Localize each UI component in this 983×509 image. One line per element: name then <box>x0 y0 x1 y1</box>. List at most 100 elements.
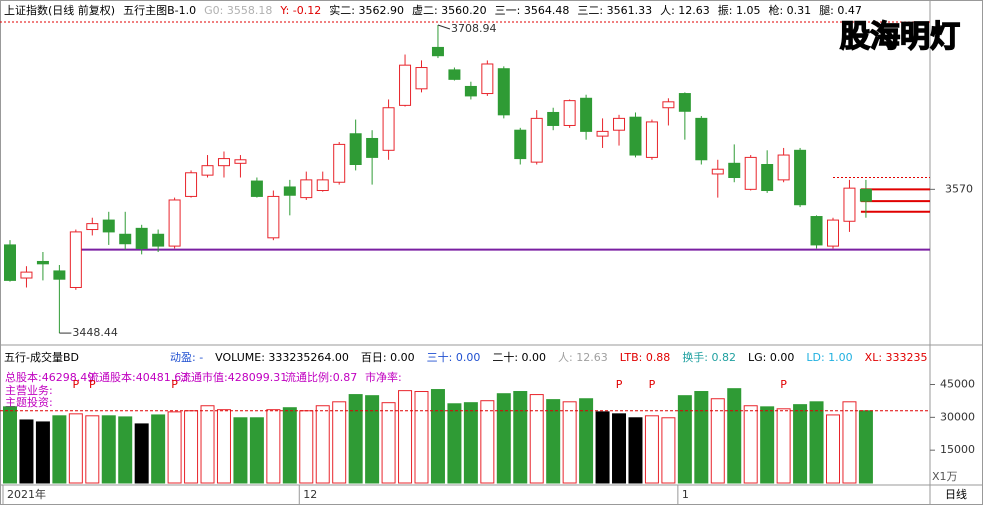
p-marker: P <box>89 378 96 391</box>
candle-body <box>366 137 379 158</box>
candle-body <box>794 149 807 206</box>
volume-bar <box>85 415 100 484</box>
volume-bar <box>776 408 791 484</box>
candle-body <box>415 67 428 90</box>
volume-bar <box>216 409 231 484</box>
candle-body <box>382 107 395 151</box>
volume-bar <box>233 417 248 484</box>
candle-body <box>53 270 66 280</box>
info-text: 流通市值:428099.31 <box>180 370 287 384</box>
volume-bar <box>546 399 561 484</box>
candle-body <box>20 271 33 279</box>
candle-body <box>234 159 247 164</box>
volume-bar <box>414 391 429 484</box>
candle-body <box>152 233 165 247</box>
candle-body <box>69 231 82 288</box>
volume-bar <box>727 388 742 484</box>
volume-bar <box>249 417 264 484</box>
candle-body <box>86 223 99 231</box>
candle-body <box>580 97 593 132</box>
candle-body <box>563 100 576 126</box>
candle-body <box>711 168 724 175</box>
header-item: 三一: 3564.48 <box>495 4 570 17</box>
candle-body <box>333 143 346 183</box>
candle-body <box>695 117 708 161</box>
info-text: 市净率: <box>365 370 402 384</box>
candle-body <box>777 154 790 181</box>
candle-body <box>810 216 823 246</box>
candle-body <box>728 162 741 179</box>
volume-bar <box>151 414 166 484</box>
candle-body <box>102 219 115 233</box>
candle-body <box>168 199 181 247</box>
header-item: 人: 12.63 <box>660 4 710 17</box>
candle-body <box>250 180 263 197</box>
p-marker: P <box>649 378 656 391</box>
high-arrow <box>437 24 451 30</box>
info-text: 主题投资: <box>5 395 53 409</box>
panel-title: 五行-成交量BD <box>4 350 79 364</box>
volume-bar <box>694 391 709 484</box>
legend-item: LTB: 0.88 <box>620 351 671 364</box>
x-tick-label: 1 <box>682 488 689 501</box>
volume-bar <box>332 401 347 484</box>
legend-item: 二十: 0.00 <box>492 350 546 364</box>
volume-bar <box>480 400 495 484</box>
candle-body <box>481 63 494 95</box>
volume-bar <box>463 402 478 484</box>
candle-body <box>613 117 626 131</box>
volume-bar <box>315 405 330 484</box>
candle-body <box>283 186 296 196</box>
candle-body <box>399 64 412 106</box>
x-tick-label: 12 <box>303 488 317 501</box>
volume-bar <box>595 411 610 484</box>
y-tick-label: 15000 <box>940 443 975 456</box>
volume-bar <box>381 402 396 484</box>
volume-bar <box>365 395 380 484</box>
candle-body <box>629 116 642 156</box>
candle-body <box>300 179 313 199</box>
candle-body <box>744 156 757 190</box>
p-marker: P <box>171 378 178 391</box>
candle-body <box>201 165 214 176</box>
candle-body <box>448 69 461 80</box>
volume-bar <box>562 401 577 484</box>
header-item: 虚二: 3560.20 <box>412 4 487 17</box>
header-item: 腿: 0.47 <box>819 4 862 17</box>
info-text: 流通股本:40481.63 <box>88 370 188 384</box>
volume-bar <box>348 394 363 484</box>
y-tick-label: 45000 <box>940 378 975 391</box>
volume-bar <box>809 401 824 484</box>
header-item: 振: 1.05 <box>718 3 761 17</box>
header-item: 三二: 3561.33 <box>577 4 652 17</box>
candle-body <box>217 158 230 167</box>
volume-bar <box>200 405 215 484</box>
header-item: 五行主图B-1.0 <box>123 4 196 17</box>
volume-bar <box>184 410 199 484</box>
candle-body <box>36 260 49 265</box>
legend-item: 动盈: - <box>170 351 203 364</box>
legend-item: 百日: 0.00 <box>361 351 415 364</box>
y-tick-label: 30000 <box>940 410 975 423</box>
candle-body <box>530 117 543 163</box>
candle-body <box>514 129 527 160</box>
volume-bar <box>398 390 413 484</box>
volume-bar <box>612 413 627 484</box>
candle-body <box>547 111 560 126</box>
p-marker: P <box>780 378 787 391</box>
volume-bar <box>35 421 50 484</box>
volume-bar <box>447 403 462 484</box>
header-item: G0: 3558.18 <box>204 4 272 17</box>
info-text: 流通比例:0.87 <box>285 370 357 384</box>
y-tick-label: 3570 <box>945 182 973 195</box>
legend-item: LG: 0.00 <box>748 351 794 364</box>
candle-body <box>349 133 362 165</box>
volume-bar <box>677 395 692 484</box>
volume-bar <box>19 419 34 484</box>
legend-item: VOLUME: 333235264.00 <box>215 351 349 364</box>
x-tick-label: 2021年 <box>7 487 46 501</box>
volume-bar <box>134 423 149 484</box>
volume-bar <box>710 398 725 484</box>
p-marker: P <box>616 378 623 391</box>
